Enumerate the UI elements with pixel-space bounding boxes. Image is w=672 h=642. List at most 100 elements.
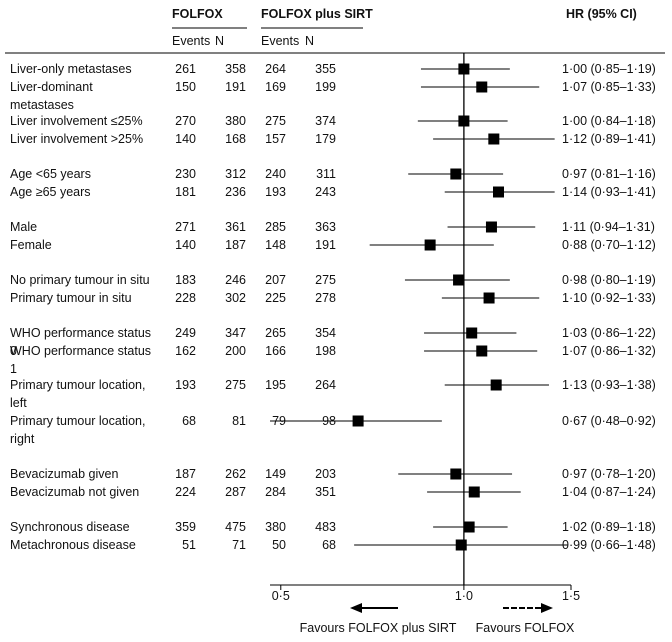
sirt-events: 166	[265, 344, 286, 358]
sirt-events: 148	[265, 238, 286, 252]
hr-point	[483, 292, 495, 304]
hr-label: 1·13 (0·93–1·38)	[562, 378, 656, 392]
sirt-events: 149	[265, 467, 286, 481]
sirt-events: 207	[265, 273, 286, 287]
folfox-events: 181	[175, 185, 196, 199]
folfox-n: 287	[225, 485, 246, 499]
hr-point	[458, 115, 470, 127]
sirt-events: 264	[265, 62, 286, 76]
hr-point	[490, 379, 502, 391]
folfox-events: 228	[175, 291, 196, 305]
favours-right-arrow	[503, 603, 553, 613]
sirt-events: 195	[265, 378, 286, 392]
hr-label: 1·04 (0·87–1·24)	[562, 485, 656, 499]
sirt-events: 225	[265, 291, 286, 305]
row-label: Liver involvement >25%	[10, 132, 144, 146]
folfox-n: 475	[225, 520, 246, 534]
row-label: Primary tumour in situ	[10, 291, 132, 305]
row-label: Primary tumour location, right	[10, 414, 146, 446]
hr-point	[450, 168, 462, 180]
hr-label: 1·07 (0·86–1·32)	[562, 344, 656, 358]
sirt-events: 284	[265, 485, 286, 499]
folfox-events: 193	[175, 378, 196, 392]
folfox-events: 270	[175, 114, 196, 128]
folfox-events: 140	[175, 238, 196, 252]
sirt-n: 203	[315, 467, 336, 481]
hr-label: 1·00 (0·85–1·19)	[562, 62, 656, 76]
sirt-n: 374	[315, 114, 336, 128]
folfox-n: 275	[225, 378, 246, 392]
subheader: N	[305, 34, 315, 48]
hr-point	[453, 274, 465, 286]
folfox-events: 187	[175, 467, 196, 481]
sirt-n: 363	[315, 220, 336, 234]
row-label: Liver involvement ≤25%	[10, 114, 143, 128]
folfox-events: 261	[175, 62, 196, 76]
row-label: No primary tumour in situ	[10, 273, 150, 287]
hr-header: HR (95% CI)	[566, 7, 637, 21]
folfox-events: 51	[182, 538, 196, 552]
group-header: FOLFOX plus SIRT	[261, 7, 373, 21]
hr-label: 1·10 (0·92–1·33)	[562, 291, 656, 305]
sirt-events: 275	[265, 114, 286, 128]
row-label: Bevacizumab given	[10, 467, 119, 481]
row-label: Synchronous disease	[10, 520, 130, 534]
folfox-events: 68	[182, 414, 196, 428]
sirt-events: 79	[272, 414, 286, 428]
sirt-n: 278	[315, 291, 336, 305]
hr-point	[352, 415, 364, 427]
sirt-n: 98	[322, 414, 336, 428]
sirt-events: 240	[265, 167, 286, 181]
hr-label: 1·07 (0·85–1·33)	[562, 80, 656, 94]
x-tick-label: 1·5	[561, 589, 581, 603]
hr-label: 0·97 (0·78–1·20)	[562, 467, 656, 481]
hr-point	[468, 486, 480, 498]
folfox-n: 71	[232, 538, 246, 552]
folfox-n: 200	[225, 344, 246, 358]
subheader: Events	[172, 34, 211, 48]
subheader: Events	[261, 34, 300, 48]
row-label: Female	[10, 238, 52, 252]
sirt-events: 193	[265, 185, 286, 199]
hr-point	[458, 63, 470, 75]
sirt-events: 380	[265, 520, 286, 534]
row-label: WHO performance status 0	[10, 326, 152, 358]
sirt-n: 355	[315, 62, 336, 76]
row-label: Liver-dominant metastases	[10, 80, 93, 112]
hr-point	[485, 221, 497, 233]
hr-point	[476, 81, 488, 93]
hr-label: 1·12 (0·89–1·41)	[562, 132, 656, 146]
folfox-n: 191	[225, 80, 246, 94]
hr-label: 1·14 (0·93–1·41)	[562, 185, 656, 199]
hr-label: 0·88 (0·70–1·12)	[562, 238, 656, 252]
favours-left-arrow	[350, 603, 398, 613]
folfox-n: 358	[225, 62, 246, 76]
hr-label: 1·00 (0·84–1·18)	[562, 114, 656, 128]
sirt-events: 169	[265, 80, 286, 94]
sirt-n: 243	[315, 185, 336, 199]
hr-label: 1·02 (0·89–1·18)	[562, 520, 656, 534]
row-label: Age <65 years	[10, 167, 91, 181]
group-header: FOLFOX	[172, 7, 223, 21]
folfox-n: 361	[225, 220, 246, 234]
x-tick-label: 0·5	[271, 589, 290, 603]
folfox-events: 162	[175, 344, 196, 358]
favours-right: Favours FOLFOX	[475, 621, 575, 635]
row-label: Metachronous disease	[10, 538, 136, 552]
hr-label: 0·98 (0·80–1·19)	[562, 273, 656, 287]
sirt-events: 265	[265, 326, 286, 340]
subheader: N	[215, 34, 225, 48]
folfox-n: 187	[225, 238, 246, 252]
sirt-events: 285	[265, 220, 286, 234]
sirt-n: 68	[322, 538, 336, 552]
sirt-n: 191	[315, 238, 336, 252]
hr-label: 1·03 (0·86–1·22)	[562, 326, 656, 340]
hr-point	[466, 327, 478, 339]
hr-label: 0·97 (0·81–1·16)	[562, 167, 656, 181]
sirt-n: 275	[315, 273, 336, 287]
sirt-n: 264	[315, 378, 336, 392]
hr-point	[450, 468, 462, 480]
folfox-n: 81	[232, 414, 246, 428]
